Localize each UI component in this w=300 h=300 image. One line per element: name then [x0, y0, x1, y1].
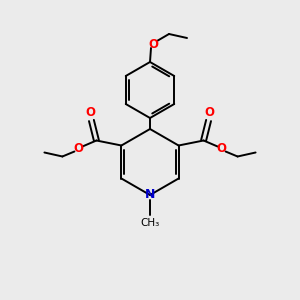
Text: O: O — [205, 106, 214, 119]
Text: CH₃: CH₃ — [140, 218, 160, 228]
Text: O: O — [85, 106, 95, 119]
Text: O: O — [217, 142, 226, 155]
Text: O: O — [74, 142, 83, 155]
Text: N: N — [145, 188, 155, 202]
Text: O: O — [148, 38, 158, 50]
